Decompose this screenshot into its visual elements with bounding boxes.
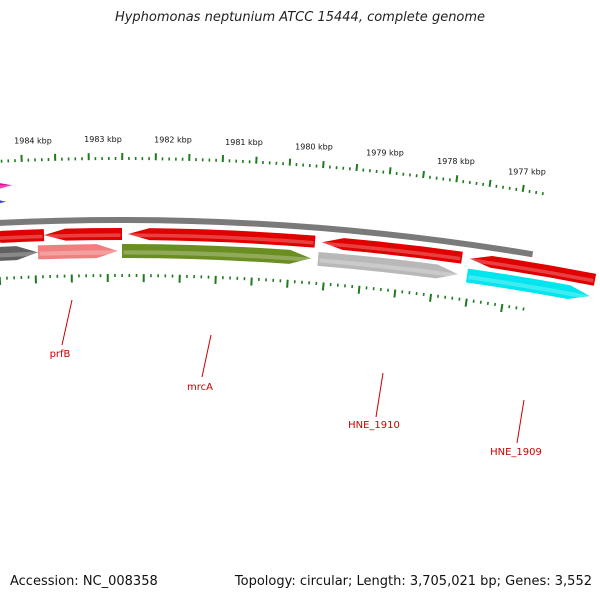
kbp-label-layer: 1984 kbp 1983 kbp 1982 kbp 1981 kbp 1980 kbp… <box>14 135 546 176</box>
label-leader-layer <box>61 299 525 444</box>
kbp-label: 1980 kbp <box>295 142 333 151</box>
feature-highlight <box>0 234 43 240</box>
feature-highlight <box>0 251 37 258</box>
feature-highlight <box>129 233 314 245</box>
outer-tick <box>388 167 392 175</box>
gene-leader-line <box>516 399 525 444</box>
outer-tick-ring <box>0 153 544 196</box>
feature-arrow[interactable] <box>0 246 38 262</box>
outer-tick <box>422 170 425 179</box>
feature-highlight <box>123 250 310 262</box>
gene-leader-line <box>61 299 73 346</box>
feature-highlight <box>471 258 594 283</box>
inner-tick <box>286 279 289 288</box>
inner-tick <box>357 285 361 294</box>
outer-tick <box>355 163 359 172</box>
feature-highlight <box>0 201 5 205</box>
inner-tick <box>321 282 325 291</box>
kbp-label: 1984 kbp <box>14 136 52 145</box>
outer-tick <box>488 179 492 187</box>
feature-arrow[interactable] <box>0 181 12 192</box>
inner-tick <box>429 293 433 302</box>
feature-arrow[interactable] <box>44 228 123 241</box>
feature-highlight <box>319 258 457 278</box>
gene-leader-line <box>375 372 384 418</box>
inner-tick <box>500 303 504 313</box>
gene-label: HNE_1910 <box>348 420 400 431</box>
outer-tick <box>322 161 325 169</box>
gene-mrca[interactable] <box>121 244 312 264</box>
inner-tick <box>393 289 397 298</box>
feature-highlight <box>0 184 11 189</box>
gene-feature[interactable] <box>37 244 118 260</box>
feature-highlight <box>45 233 121 239</box>
feature-arrow[interactable] <box>128 228 316 248</box>
gene-label: HNE_1909 <box>490 447 542 458</box>
feature-arrow[interactable] <box>0 198 6 208</box>
feature-arrow[interactable] <box>0 229 45 243</box>
feature-highlight <box>467 275 589 300</box>
gene-label-layer: prfB mrcA HNE_1910 HNE_1909 <box>50 349 542 458</box>
kbp-label: 1977 kbp <box>508 167 546 176</box>
feature-layer <box>0 181 597 300</box>
outer-tick <box>521 184 525 193</box>
kbp-label: 1978 kbp <box>437 157 475 166</box>
genome-backbone <box>0 217 534 258</box>
map-title: Hyphomonas neptunium ATCC 15444, complet… <box>114 10 486 25</box>
kbp-label: 1982 kbp <box>154 136 192 145</box>
feature-arrow[interactable] <box>322 238 463 264</box>
kbp-label: 1979 kbp <box>366 149 404 158</box>
gene-label: mrcA <box>187 382 213 393</box>
accession-text: Accession: NC_008358 <box>10 574 158 589</box>
feature-highlight <box>323 241 461 261</box>
backbone-layer <box>0 217 534 258</box>
outer-tick <box>455 175 459 183</box>
kbp-label: 1983 kbp <box>84 135 122 144</box>
gene-hne-1909[interactable] <box>466 268 590 300</box>
gene-prfb[interactable] <box>470 255 597 286</box>
kbp-label: 1981 kbp <box>225 138 263 147</box>
gene-label: prfB <box>50 349 71 360</box>
inner-tick-ring <box>0 274 525 313</box>
inner-tick <box>464 298 468 307</box>
genome-summary-text: Topology: circular; Length: 3,705,021 bp… <box>234 574 592 589</box>
feature-highlight <box>39 250 117 256</box>
gene-hne-1910[interactable] <box>317 251 458 279</box>
gene-leader-line <box>201 334 212 378</box>
